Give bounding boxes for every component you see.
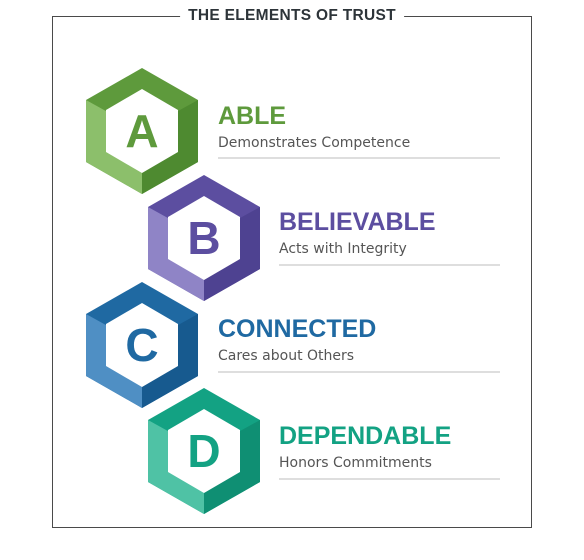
hexagon-letter-d: D	[187, 425, 220, 477]
element-description-connected: Cares about Others	[218, 348, 355, 364]
element-description-believable: Acts with Integrity	[279, 241, 407, 257]
hexagon-c: C	[86, 282, 198, 408]
element-description-able: Demonstrates Competence	[218, 135, 411, 151]
diagram-frame: THE ELEMENTS OF TRUST	[52, 6, 532, 528]
divider-able	[218, 157, 500, 159]
hexagon-letter-a: A	[125, 105, 158, 157]
element-heading-able: ABLE	[218, 102, 287, 130]
hexagon-letter-b: B	[187, 212, 220, 264]
element-able: ABLE Demonstrates Competence	[218, 102, 410, 152]
element-heading-believable: BELIEVABLE	[279, 208, 436, 236]
hexagon-letter-c: C	[125, 319, 158, 371]
element-heading-connected: CONNECTED	[218, 315, 377, 343]
hexagon-a: A	[86, 68, 198, 194]
element-heading-dependable: DEPENDABLE	[279, 422, 452, 450]
hexagon-b: B	[148, 175, 260, 301]
element-connected: CONNECTED Cares about Others	[218, 315, 376, 365]
divider-believable	[279, 264, 500, 266]
diagram-title: THE ELEMENTS OF TRUST	[180, 6, 404, 26]
divider-dependable	[279, 478, 500, 480]
hexagon-d: D	[148, 388, 260, 514]
element-believable: BELIEVABLE Acts with Integrity	[279, 208, 436, 258]
element-dependable: DEPENDABLE Honors Commitments	[279, 422, 451, 472]
element-description-dependable: Honors Commitments	[279, 455, 432, 471]
divider-connected	[218, 371, 500, 373]
